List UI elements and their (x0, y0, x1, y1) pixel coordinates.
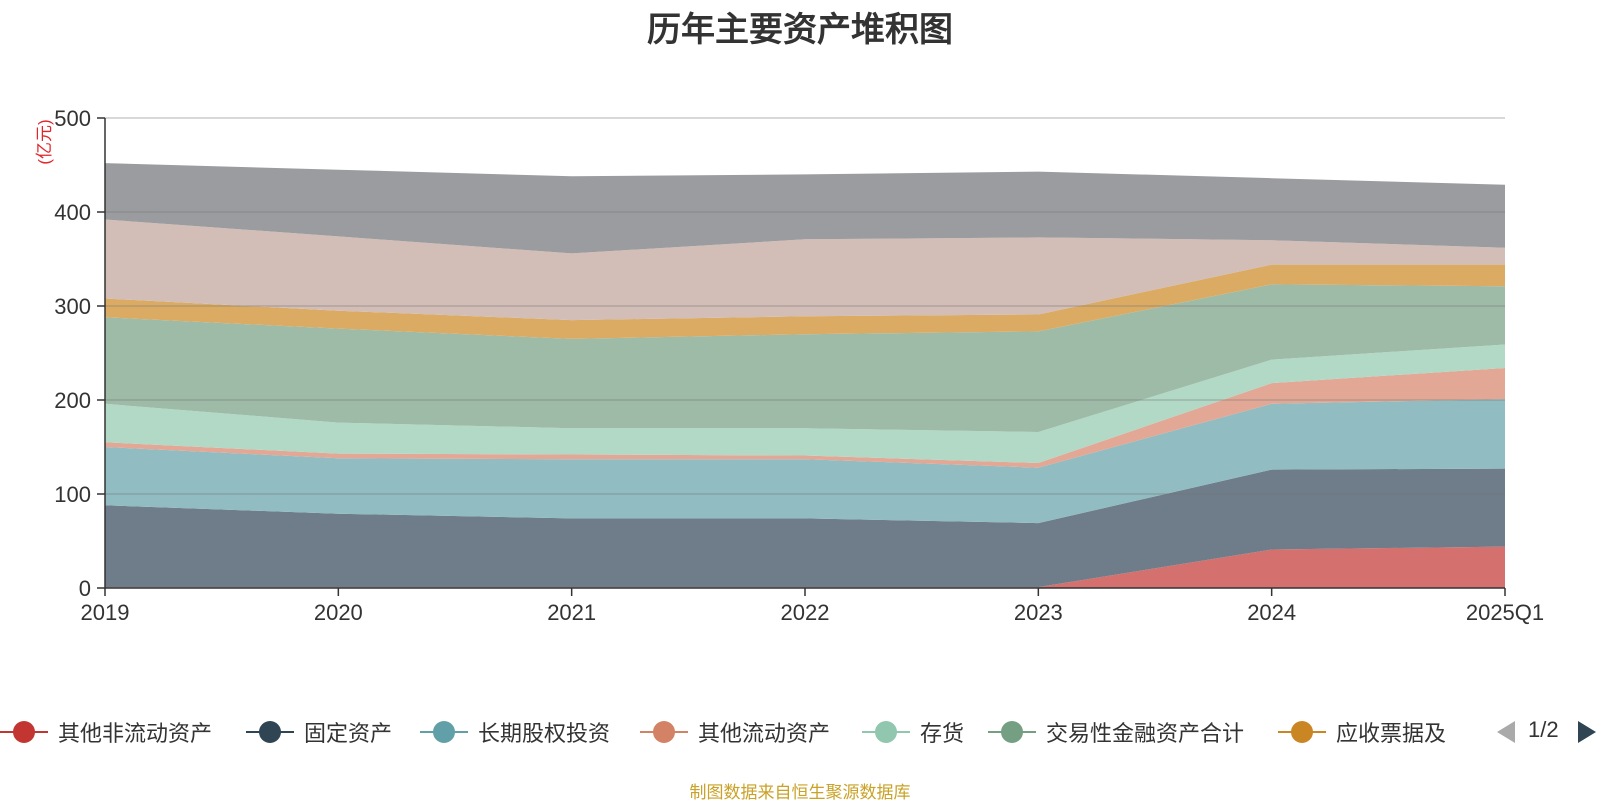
area-series-3 (105, 368, 1505, 468)
legend-label: 其他非流动资产 (58, 721, 213, 746)
source-note: 制图数据来自恒生聚源数据库 (689, 783, 911, 802)
legend-marker-dot (433, 721, 455, 743)
legend-marker-dot (13, 721, 35, 743)
x-tick-label-1: 2020 (314, 600, 363, 625)
legend-label: 存货 (920, 721, 965, 746)
legend-marker-dot (875, 721, 897, 743)
legend-marker-dot (1291, 721, 1313, 743)
area-series-7 (105, 219, 1505, 321)
y-tick-label-1: 100 (54, 482, 91, 507)
legend-marker-dot (259, 721, 281, 743)
legend-next-page-icon[interactable] (1578, 721, 1596, 743)
y-tick-label-4: 400 (54, 200, 91, 225)
legend-marker-icon (988, 712, 1036, 752)
legend-marker-icon (862, 712, 910, 752)
legend-item-3[interactable]: 其他流动资产 (640, 712, 830, 752)
legend-marker-icon (0, 712, 48, 752)
x-tick-label-6: 2025Q1 (1466, 600, 1544, 625)
x-tick-label-3: 2022 (781, 600, 830, 625)
legend-label: 应收票据及 (1336, 721, 1447, 746)
grid-lines (105, 117, 1505, 495)
area-series-8 (105, 163, 1505, 254)
tick-labels: 0 100 200 300 400 500 2019 2020 2021 2022 2023 2024… (35, 106, 1544, 625)
legend-item-2[interactable]: 长期股权投资 (420, 712, 610, 752)
legend-label: 其他流动资产 (698, 721, 831, 746)
y-tick-label-0: 0 (79, 576, 91, 601)
legend-label: 固定资产 (304, 721, 393, 746)
legend-marker-icon (246, 712, 294, 752)
area-series-2 (105, 399, 1505, 524)
legend: 其他非流动资产 固定资产 长期股权投资 其他流动资产 存货 交易性金融资产合计 应收票据及 1… (0, 712, 1600, 752)
y-tick-label-2: 200 (54, 388, 91, 413)
legend-label: 长期股权投资 (478, 721, 611, 746)
legend-label: 交易性金融资产合计 (1046, 721, 1245, 746)
legend-prev-page-icon[interactable] (1497, 721, 1515, 743)
x-tick-label-4: 2023 (1014, 600, 1063, 625)
legend-item-4[interactable]: 存货 (862, 712, 964, 752)
y-unit-label: (亿元) (35, 119, 54, 164)
x-tick-label-5: 2024 (1247, 600, 1296, 625)
area-series-1 (105, 468, 1505, 588)
area-series-0 (105, 546, 1505, 588)
legend-marker-icon (420, 712, 468, 752)
y-tick-label-5: 500 (54, 106, 91, 131)
legend-item-0[interactable]: 其他非流动资产 (0, 712, 212, 752)
legend-page-indicator: 1/2 (1528, 717, 1559, 742)
stacked-area-chart: 0 100 200 300 400 500 2019 2020 2021 2022 2023 2024… (35, 106, 1544, 625)
chart-title: 历年主要资产堆积图 (647, 11, 953, 49)
x-tick-label-2: 2021 (547, 600, 596, 625)
area-series-5 (105, 284, 1505, 432)
legend-marker-icon (640, 712, 688, 752)
legend-item-1[interactable]: 固定资产 (246, 712, 392, 752)
area-series-6 (105, 264, 1505, 339)
area-series-4 (105, 344, 1505, 463)
area-layers (105, 163, 1505, 588)
legend-marker-dot (1001, 721, 1023, 743)
axes (97, 117, 1506, 596)
legend-item-5[interactable]: 交易性金融资产合计 (988, 712, 1244, 752)
x-tick-label-0: 2019 (81, 600, 130, 625)
legend-item-6[interactable]: 应收票据及 (1278, 712, 1446, 752)
legend-marker-icon (1278, 712, 1326, 752)
legend-marker-dot (653, 721, 675, 743)
y-tick-label-3: 300 (54, 294, 91, 319)
